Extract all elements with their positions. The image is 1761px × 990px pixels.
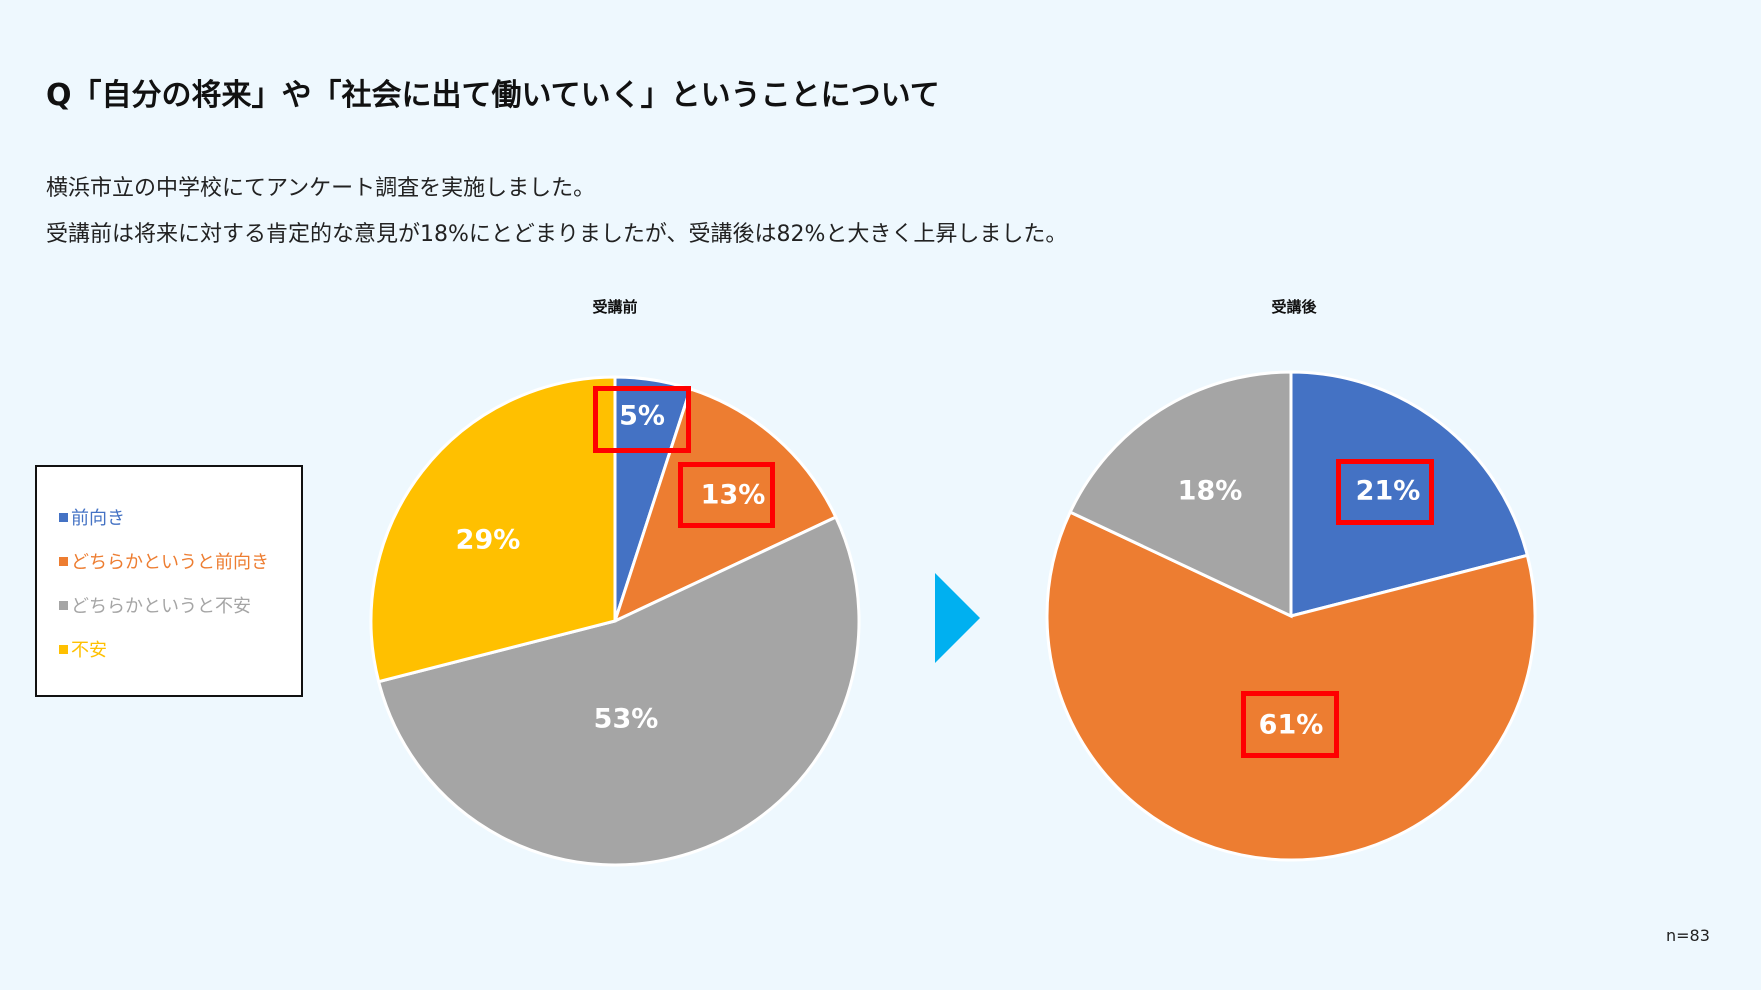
arrow-right-icon bbox=[935, 573, 980, 663]
legend-swatch bbox=[59, 556, 68, 566]
legend-item: 不安 bbox=[59, 636, 107, 662]
legend-label: どちらかというと不安 bbox=[71, 596, 251, 617]
data-label: 13% bbox=[701, 480, 766, 511]
legend-label: 不安 bbox=[71, 640, 107, 661]
pie-slice bbox=[1045, 510, 1537, 862]
legend-item: どちらかというと不安 bbox=[59, 592, 251, 618]
sample-size-note: n=83 bbox=[1666, 926, 1710, 945]
legend-swatch bbox=[59, 600, 68, 610]
legend: 前向き どちらかというと前向き どちらかというと不安 不安 bbox=[35, 465, 303, 697]
data-label: 18% bbox=[1178, 476, 1243, 507]
pie-slice bbox=[369, 375, 617, 684]
legend-label: どちらかというと前向き bbox=[71, 552, 269, 573]
legend-label: 前向き bbox=[71, 508, 125, 529]
highlight-box bbox=[678, 462, 775, 528]
data-label: 5% bbox=[619, 401, 665, 432]
legend-item: 前向き bbox=[59, 504, 125, 530]
description-line-1: 横浜市立の中学校にてアンケート調査を実施しました。 bbox=[46, 176, 596, 201]
highlight-box bbox=[1241, 691, 1339, 758]
legend-item: どちらかというと前向き bbox=[59, 548, 269, 574]
page-title: Q「自分の将来」や「社会に出て働いていく」ということについて bbox=[46, 78, 940, 113]
data-label: 21% bbox=[1356, 476, 1421, 507]
data-label: 29% bbox=[456, 525, 521, 556]
legend-swatch bbox=[59, 644, 68, 654]
pie-slice bbox=[612, 387, 838, 624]
legend-swatch bbox=[59, 512, 68, 522]
pie-slice bbox=[1068, 370, 1293, 619]
data-label: 61% bbox=[1259, 710, 1324, 741]
chart-title-before: 受講前 bbox=[592, 298, 638, 316]
description-line-2: 受講前は将来に対する肯定的な意見が18%にとどまりましたが、受講後は82%と大き… bbox=[46, 222, 1068, 247]
chart-title-after: 受講後 bbox=[1271, 298, 1317, 316]
pie-slice bbox=[376, 515, 861, 867]
highlight-box bbox=[1336, 459, 1434, 525]
highlight-box bbox=[593, 386, 691, 453]
pie-slice bbox=[1289, 370, 1530, 618]
data-label: 53% bbox=[594, 704, 659, 735]
